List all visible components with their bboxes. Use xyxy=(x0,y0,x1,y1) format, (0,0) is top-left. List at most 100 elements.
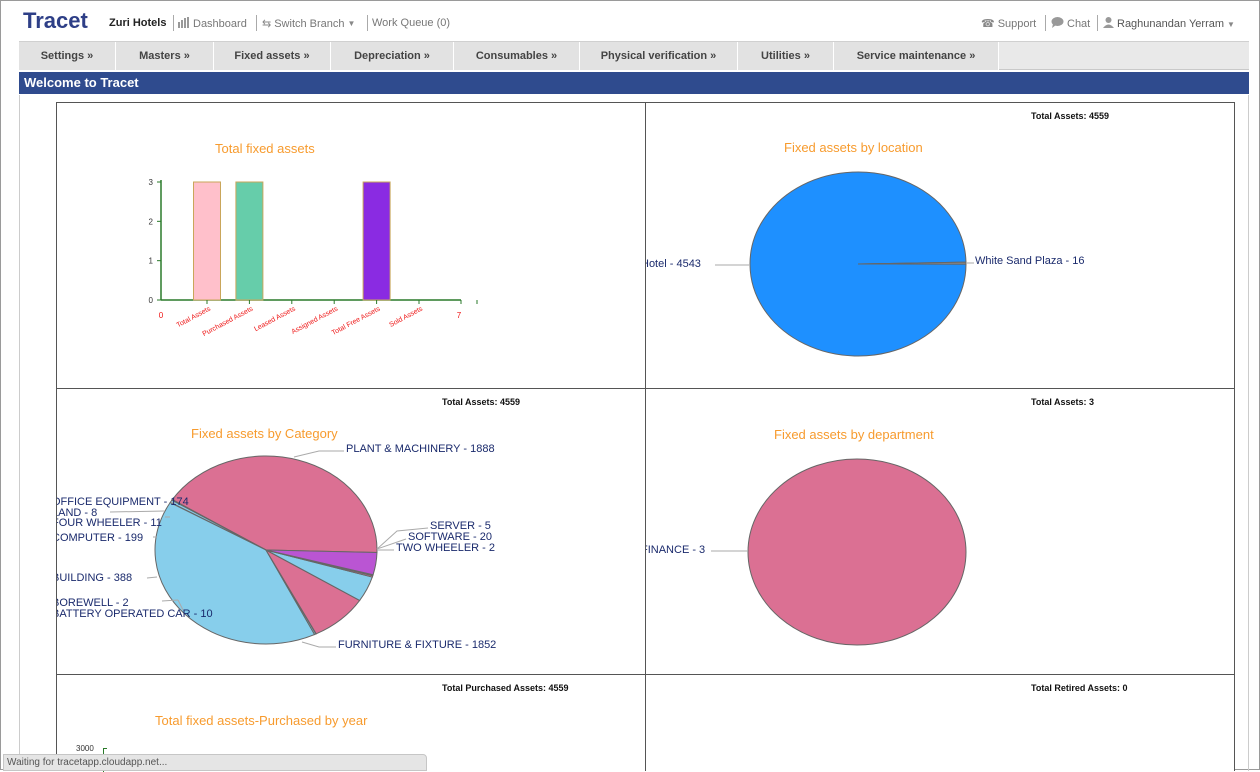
pie-label: OFFICE EQUIPMENT - 174 xyxy=(57,496,189,508)
leader-line xyxy=(376,538,407,550)
panel-total-fixed-assets: Total fixed assets 0 1 2 3 Total Assets Purch… xyxy=(56,102,646,389)
bar xyxy=(362,181,391,301)
chart-title: Fixed assets by department xyxy=(774,427,934,442)
pie-chart-department: FINANCE - 3 xyxy=(646,458,967,646)
menu-utilities[interactable]: Utilities » xyxy=(738,42,834,70)
browser-status-bar: Waiting for tracetapp.cloudapp.net... xyxy=(3,754,427,771)
user-menu[interactable]: Raghunandan Yerram ▼ xyxy=(1103,17,1235,31)
pie-label: SOFTWARE - 20 xyxy=(408,531,492,543)
leader-line xyxy=(376,527,429,550)
dashboard-link[interactable]: Dashboard xyxy=(178,17,247,31)
pie-label: BOREWELL - 2 xyxy=(57,597,129,609)
leader-line xyxy=(161,599,179,602)
welcome-banner: Welcome to Tracet xyxy=(19,72,1249,94)
leader-line xyxy=(109,510,166,513)
menu-consumables[interactable]: Consumables » xyxy=(454,42,580,70)
menu-depreciation[interactable]: Depreciation » xyxy=(331,42,454,70)
x-tick-label: Total Assets xyxy=(176,305,213,329)
pie-label: LAND - 8 xyxy=(57,507,97,519)
leader-line xyxy=(293,450,344,458)
total-assets-label: Total Assets: 4559 xyxy=(442,397,521,407)
support-label: Support xyxy=(997,17,1037,30)
chart-title: Total fixed assets xyxy=(215,141,315,156)
org-name: Zuri Hotels xyxy=(109,17,167,29)
leader-line xyxy=(146,576,158,579)
y-tick-label: 3000 xyxy=(76,744,94,753)
y-tick-label: 0 xyxy=(149,296,154,305)
divider xyxy=(1097,15,1098,31)
panel-assets-by-category: Total Assets: 4559 Fixed assets by Categ… xyxy=(56,388,646,675)
x-edge-label: 7 xyxy=(457,311,462,320)
leader-line xyxy=(170,501,176,505)
y-tick-label: 3 xyxy=(149,178,154,187)
phone-icon: ☎ xyxy=(981,18,995,30)
pie-slice xyxy=(857,261,967,265)
x-tick-label: Sold Assets xyxy=(388,305,424,329)
main-menu: Settings » Masters » Fixed assets » Depr… xyxy=(19,42,999,70)
user-name: Raghunandan Yerram xyxy=(1117,18,1225,30)
brand-logo[interactable]: Tracet xyxy=(23,8,88,33)
y-tick-label: 1 xyxy=(149,257,154,266)
pie-label: SERVER - 5 xyxy=(430,520,491,532)
switch-branch-dropdown[interactable]: ⇆ Switch Branch ▼ xyxy=(262,17,356,31)
support-link[interactable]: ☎ Support xyxy=(981,17,1037,31)
pie-label: FINANCE - 3 xyxy=(646,544,705,556)
menu-fixed-assets[interactable]: Fixed assets » xyxy=(214,42,331,70)
work-queue-link[interactable]: Work Queue (0) xyxy=(372,17,450,29)
pie-label: White Sand Plaza - 16 xyxy=(975,255,1084,267)
switch-icon: ⇆ xyxy=(262,18,272,30)
divider xyxy=(367,15,368,31)
caret-down-icon: ▼ xyxy=(347,19,356,28)
pie-label: BUILDING - 388 xyxy=(57,572,132,584)
work-queue-label: Work Queue (0) xyxy=(372,17,451,29)
pie-chart-category: PLANT & MACHINERY - 1888 SERVER - 5SOFTWA… xyxy=(57,443,496,651)
pie-chart-location: Hotel - 4543 White Sand Plaza - 16 xyxy=(646,171,1084,357)
bar xyxy=(235,181,264,301)
leader-line xyxy=(177,599,184,611)
pie-slice xyxy=(171,455,378,553)
pie-label: PLANT & MACHINERY - 1888 xyxy=(346,443,495,455)
total-assets-label: Total Assets: 3 xyxy=(1031,397,1095,407)
chat-label: Chat xyxy=(1067,18,1091,30)
pie-label: FURNITURE & FIXTURE - 1852 xyxy=(338,639,496,651)
pie-slice xyxy=(154,501,316,645)
x-edge-label: 0 xyxy=(159,311,164,320)
pie-slice xyxy=(747,458,967,646)
menu-settings[interactable]: Settings » xyxy=(19,42,116,70)
leader-line xyxy=(301,641,336,648)
total-purchased-label: Total Purchased Assets: 4559 xyxy=(442,683,569,693)
chart-title: Fixed assets by Category xyxy=(191,426,338,441)
caret-down-icon: ▼ xyxy=(1227,19,1235,29)
x-tick-label: Total Free Assets xyxy=(331,305,382,337)
divider xyxy=(256,15,257,31)
chart-title: Total fixed assets-Purchased by year xyxy=(155,713,368,728)
menu-masters[interactable]: Masters » xyxy=(116,42,214,70)
chat-bubble-icon xyxy=(1051,17,1064,31)
main-menu-bar: Settings » Masters » Fixed assets » Depr… xyxy=(19,41,1249,70)
bar-chart-icon xyxy=(178,17,190,31)
pie-label: FOUR WHEELER - 11 xyxy=(57,517,162,529)
chart-title: Fixed assets by location xyxy=(784,140,923,155)
dashboard-label: Dashboard xyxy=(193,18,247,30)
total-retired-label: Total Retired Assets: 0 xyxy=(1031,683,1128,693)
y-tick-label: 2 xyxy=(149,217,154,226)
panel-assets-by-department: Total Assets: 3 Fixed assets by departme… xyxy=(645,388,1235,675)
total-assets-label: Total Assets: 4559 xyxy=(1031,111,1110,121)
dashboard-area xyxy=(19,95,1249,771)
pie-slice xyxy=(265,549,378,576)
panel-retired-assets: Total Retired Assets: 0 xyxy=(645,674,1235,771)
divider xyxy=(1045,15,1046,31)
pie-label: COMPUTER - 199 xyxy=(57,532,143,544)
user-icon xyxy=(1103,17,1114,31)
switch-branch-label: Switch Branch xyxy=(274,17,345,30)
divider xyxy=(173,15,174,31)
panel-assets-by-location: Total Assets: 4559 Fixed assets by locat… xyxy=(645,102,1235,389)
chat-link[interactable]: Chat xyxy=(1051,17,1090,31)
pie-label: BATTERY OPERATED CAR - 10 xyxy=(57,608,213,620)
top-bar: Tracet Zuri Hotels Dashboard ⇆ Switch Br… xyxy=(1,1,1259,41)
pie-label: TWO WHEELER - 2 xyxy=(396,542,495,554)
menu-service-maintenance[interactable]: Service maintenance » xyxy=(834,42,999,70)
menu-physical-verification[interactable]: Physical verification » xyxy=(580,42,738,70)
bar xyxy=(193,181,221,301)
